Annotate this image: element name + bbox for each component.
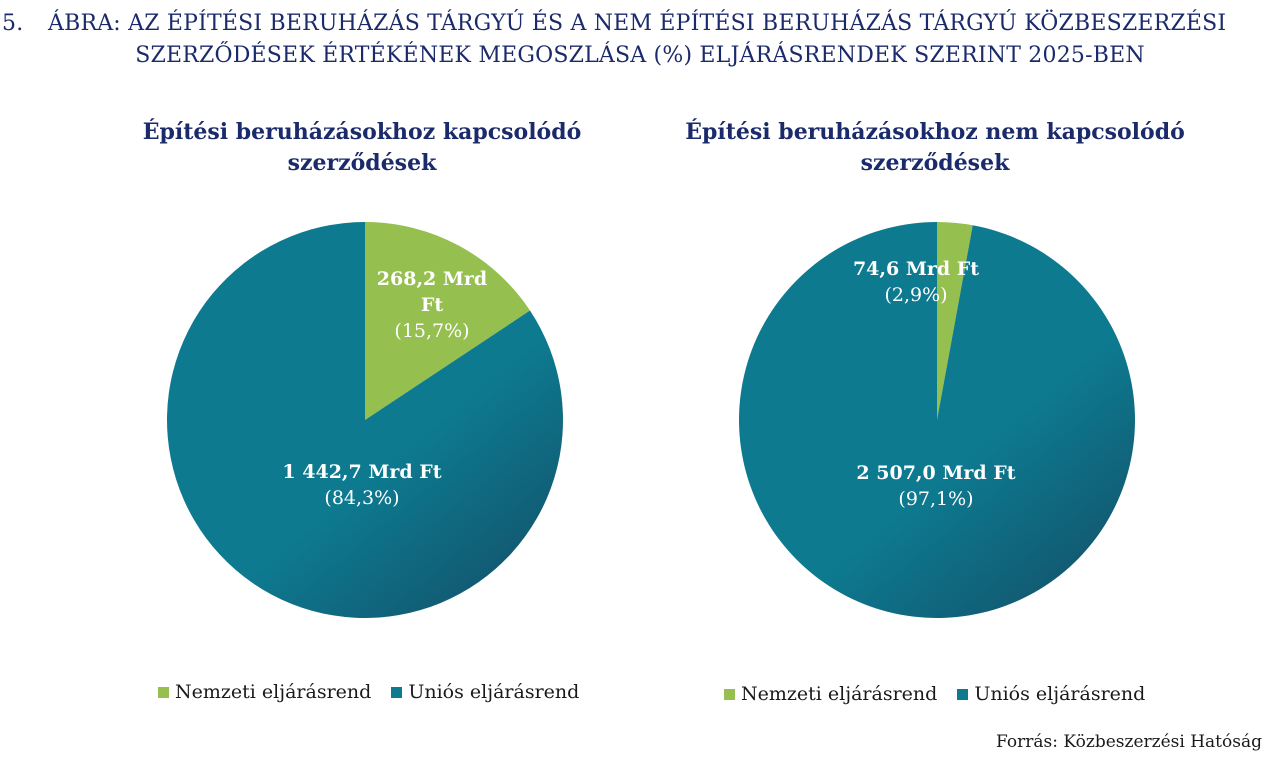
slice-percent-label: (97,1%) bbox=[898, 488, 974, 510]
pie-slice-unios bbox=[167, 222, 563, 618]
pie-slice-nemzeti bbox=[365, 222, 530, 420]
legend-item-unios: Uniós eljárásrend bbox=[957, 683, 1145, 705]
pie-chart-left bbox=[167, 222, 563, 618]
legend-swatch-unios bbox=[957, 688, 969, 700]
slice-value-label: 268,2 Mrd Ft bbox=[376, 268, 488, 316]
slice-percent-label: (15,7%) bbox=[394, 320, 470, 342]
chart-title-left: Építési beruházásokhoz kapcsolódó szerző… bbox=[142, 119, 582, 176]
legend-right: Nemzeti eljárásrend Uniós eljárásrend bbox=[724, 683, 1165, 705]
slice-percent-label: (84,3%) bbox=[324, 487, 400, 509]
slice-value-label: 1 442,7 Mrd Ft bbox=[282, 461, 442, 483]
figure-title-line1: ÁBRA: AZ ÉPÍTÉSI BERUHÁZÁS TÁRGYÚ ÉS A N… bbox=[48, 11, 1227, 36]
slice-label-left-unios: 1 442,7 Mrd Ft (84,3%) bbox=[262, 459, 462, 511]
legend-label-nemzeti: Nemzeti eljárásrend bbox=[741, 683, 938, 705]
slice-percent-label: (2,9%) bbox=[884, 284, 948, 306]
slice-label-right-nemzeti: 74,6 Mrd Ft (2,9%) bbox=[838, 256, 994, 308]
legend-item-nemzeti: Nemzeti eljárásrend bbox=[724, 683, 937, 705]
legend-swatch-nemzeti bbox=[724, 688, 735, 700]
legend-item-unios: Uniós eljárásrend bbox=[391, 681, 579, 703]
slice-value-label: 74,6 Mrd Ft bbox=[852, 258, 980, 280]
legend-label-unios: Uniós eljárásrend bbox=[974, 683, 1146, 705]
pie-chart-right bbox=[739, 222, 1135, 618]
source-note: Forrás: Közbeszerzési Hatóság bbox=[996, 732, 1262, 752]
slice-label-left-nemzeti: 268,2 Mrd Ft (15,7%) bbox=[370, 266, 494, 344]
slice-label-right-unios: 2 507,0 Mrd Ft (97,1%) bbox=[836, 460, 1036, 512]
legend-label-unios: Uniós eljárásrend bbox=[408, 681, 580, 703]
pie-slice-nemzeti bbox=[937, 222, 973, 420]
legend-label-nemzeti: Nemzeti eljárásrend bbox=[175, 681, 372, 703]
legend-swatch-unios bbox=[391, 686, 403, 698]
legend-item-nemzeti: Nemzeti eljárásrend bbox=[158, 681, 371, 703]
figure-title-line2: SZERZŐDÉSEK ÉRTÉKÉNEK MEGOSZLÁSA (%) ELJ… bbox=[135, 43, 1145, 68]
chart-title-right: Építési beruházásokhoz nem kapcsolódó sz… bbox=[685, 119, 1185, 176]
pie-slice-unios bbox=[739, 222, 1135, 618]
slice-value-label: 2 507,0 Mrd Ft bbox=[856, 462, 1016, 484]
legend-swatch-nemzeti bbox=[158, 686, 169, 698]
figure-number: 5. bbox=[2, 11, 24, 36]
figure-title: 5. ÁBRA: AZ ÉPÍTÉSI BERUHÁZÁS TÁRGYÚ ÉS … bbox=[0, 8, 1280, 72]
legend-left: Nemzeti eljárásrend Uniós eljárásrend bbox=[158, 681, 599, 703]
